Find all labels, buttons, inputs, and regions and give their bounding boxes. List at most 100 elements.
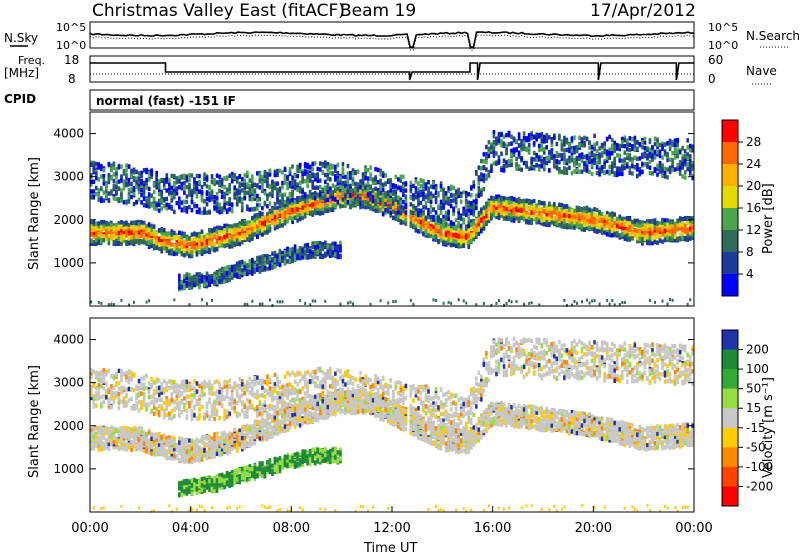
power-cell	[167, 245, 171, 250]
power-cell	[167, 205, 171, 210]
power-cell	[213, 273, 216, 279]
power-cell	[444, 238, 448, 243]
power-cell	[392, 300, 395, 304]
power-cell	[273, 222, 277, 228]
power-cell	[542, 163, 546, 168]
power-cell	[482, 221, 486, 227]
power-cell	[120, 178, 123, 183]
power-cell	[324, 164, 327, 169]
power-cell	[195, 173, 199, 179]
power-cell	[162, 204, 166, 209]
power-cell	[105, 182, 108, 187]
power-cell	[127, 192, 131, 197]
power-cell	[447, 238, 450, 243]
power-cell	[110, 229, 113, 234]
power-cell	[115, 189, 118, 195]
power-cell	[203, 242, 206, 247]
power-cell	[432, 214, 435, 220]
power-cell	[384, 191, 388, 196]
power-cell	[175, 180, 179, 185]
power-cell	[412, 224, 415, 229]
power-cell	[208, 277, 211, 283]
power-cell	[313, 161, 317, 166]
power-cell	[326, 252, 330, 257]
power-cell	[540, 147, 544, 152]
power-cell	[155, 235, 158, 240]
power-cell	[293, 250, 297, 255]
power-cell	[306, 179, 309, 184]
power-cell	[354, 181, 357, 187]
power-cell	[434, 228, 438, 233]
power-cell	[457, 190, 460, 195]
power-cell	[203, 234, 206, 240]
power-cell	[530, 199, 533, 205]
power-cell	[306, 246, 309, 251]
power-cell	[434, 197, 438, 202]
power-cell	[235, 179, 239, 184]
power-cell	[110, 175, 113, 181]
power-cell	[527, 207, 531, 212]
power-cell	[283, 250, 287, 255]
power-cell	[364, 172, 367, 178]
power-cell	[261, 257, 264, 262]
power-cell	[374, 204, 377, 209]
power-cell	[150, 223, 153, 229]
power-cell	[366, 192, 370, 197]
power-cell	[374, 198, 377, 203]
power-cell	[547, 210, 551, 215]
power-cell	[183, 180, 186, 186]
power-cell	[281, 207, 284, 212]
power-cell	[447, 210, 450, 215]
power-cell	[477, 193, 481, 199]
power-cell	[281, 258, 284, 263]
power-cell	[412, 302, 415, 306]
power-cell	[487, 169, 491, 175]
power-cell	[454, 228, 458, 234]
power-cell	[92, 221, 96, 227]
power-cell	[399, 219, 403, 224]
power-cell	[155, 240, 158, 245]
power-cell	[364, 176, 367, 181]
power-cell	[268, 201, 272, 206]
power-cell	[266, 204, 269, 209]
power-cell	[522, 139, 526, 144]
power-cell	[399, 211, 403, 216]
power-cell	[316, 172, 320, 177]
power-cell	[165, 188, 169, 193]
power-cell	[200, 197, 204, 203]
power-cell	[349, 202, 352, 207]
power-cell	[492, 146, 496, 151]
power-cell	[137, 230, 141, 235]
power-cell	[120, 164, 123, 169]
power-cell	[110, 191, 113, 196]
power-cell	[532, 198, 536, 204]
power-cell	[301, 215, 304, 220]
power-cell	[112, 172, 116, 177]
power-cell	[203, 238, 206, 243]
power-cell	[374, 195, 377, 200]
power-cell	[500, 209, 503, 214]
power-cell	[205, 196, 209, 202]
power-cell	[324, 252, 327, 258]
power-cell	[225, 201, 229, 206]
power-cell	[251, 192, 254, 197]
power-cell	[180, 208, 184, 213]
power-cell	[223, 194, 226, 199]
power-cell	[472, 180, 476, 185]
power-cell	[316, 178, 320, 183]
power-cell	[203, 199, 206, 204]
power-cell	[379, 190, 382, 196]
power-cell	[482, 159, 486, 164]
power-cell	[349, 183, 352, 189]
power-cell	[160, 237, 164, 243]
power-cell	[482, 152, 486, 157]
power-cell	[346, 199, 350, 205]
power-cell	[155, 181, 158, 187]
power-cell	[336, 181, 340, 186]
power-cell	[326, 249, 330, 255]
power-cell	[427, 214, 430, 220]
power-cell	[135, 176, 138, 181]
power-cell	[389, 203, 393, 209]
power-cell	[256, 229, 259, 234]
power-cell	[110, 167, 113, 172]
